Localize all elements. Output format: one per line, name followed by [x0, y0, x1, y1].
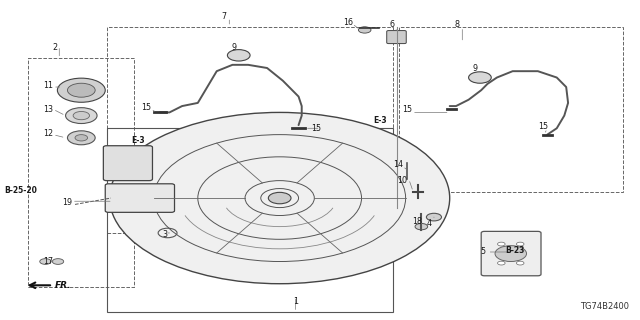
Text: 3: 3 — [163, 230, 168, 239]
Text: 12: 12 — [44, 129, 54, 138]
FancyBboxPatch shape — [105, 184, 175, 212]
Text: E-3: E-3 — [131, 136, 145, 146]
Circle shape — [516, 242, 524, 246]
Circle shape — [495, 246, 527, 261]
Text: 2: 2 — [52, 43, 58, 52]
Text: 15: 15 — [141, 103, 151, 112]
Text: 9: 9 — [472, 63, 477, 73]
Circle shape — [65, 108, 97, 124]
Circle shape — [468, 72, 492, 83]
Circle shape — [67, 83, 95, 97]
Text: B-23: B-23 — [506, 246, 525, 255]
Text: 8: 8 — [455, 20, 460, 29]
Text: 4: 4 — [427, 219, 432, 228]
Bar — [106, 27, 393, 233]
Circle shape — [497, 261, 505, 265]
Circle shape — [358, 27, 371, 33]
FancyBboxPatch shape — [103, 146, 152, 180]
Circle shape — [426, 213, 442, 221]
Text: TG74B2400: TG74B2400 — [580, 302, 629, 311]
Text: 14: 14 — [393, 160, 403, 169]
Circle shape — [109, 112, 450, 284]
Text: 1: 1 — [293, 297, 298, 306]
Bar — [28, 59, 134, 287]
Circle shape — [415, 223, 428, 230]
Text: 15: 15 — [311, 124, 321, 133]
Text: 5: 5 — [480, 247, 485, 257]
Circle shape — [73, 111, 90, 120]
Text: 15: 15 — [538, 122, 548, 131]
Text: 9: 9 — [232, 43, 237, 52]
Circle shape — [52, 259, 64, 264]
Text: E-3: E-3 — [374, 116, 387, 125]
Circle shape — [75, 135, 88, 141]
Text: 11: 11 — [44, 81, 54, 90]
Circle shape — [227, 50, 250, 61]
Text: 10: 10 — [397, 176, 408, 185]
Text: 17: 17 — [44, 257, 54, 266]
Text: 7: 7 — [221, 12, 227, 21]
FancyBboxPatch shape — [481, 231, 541, 276]
FancyBboxPatch shape — [387, 31, 406, 44]
Text: 16: 16 — [342, 19, 353, 28]
Text: 13: 13 — [44, 105, 54, 114]
Circle shape — [516, 261, 524, 265]
Bar — [399, 27, 623, 192]
Circle shape — [497, 242, 505, 246]
Circle shape — [67, 131, 95, 145]
Bar — [106, 128, 393, 312]
Text: 18: 18 — [412, 217, 422, 226]
Circle shape — [268, 192, 291, 204]
Circle shape — [58, 78, 105, 102]
Text: B-25-20: B-25-20 — [4, 186, 36, 195]
Text: 15: 15 — [403, 105, 413, 114]
Text: 19: 19 — [62, 198, 72, 207]
Circle shape — [40, 259, 51, 264]
Text: FR.: FR. — [55, 281, 72, 290]
Text: 6: 6 — [389, 20, 394, 29]
